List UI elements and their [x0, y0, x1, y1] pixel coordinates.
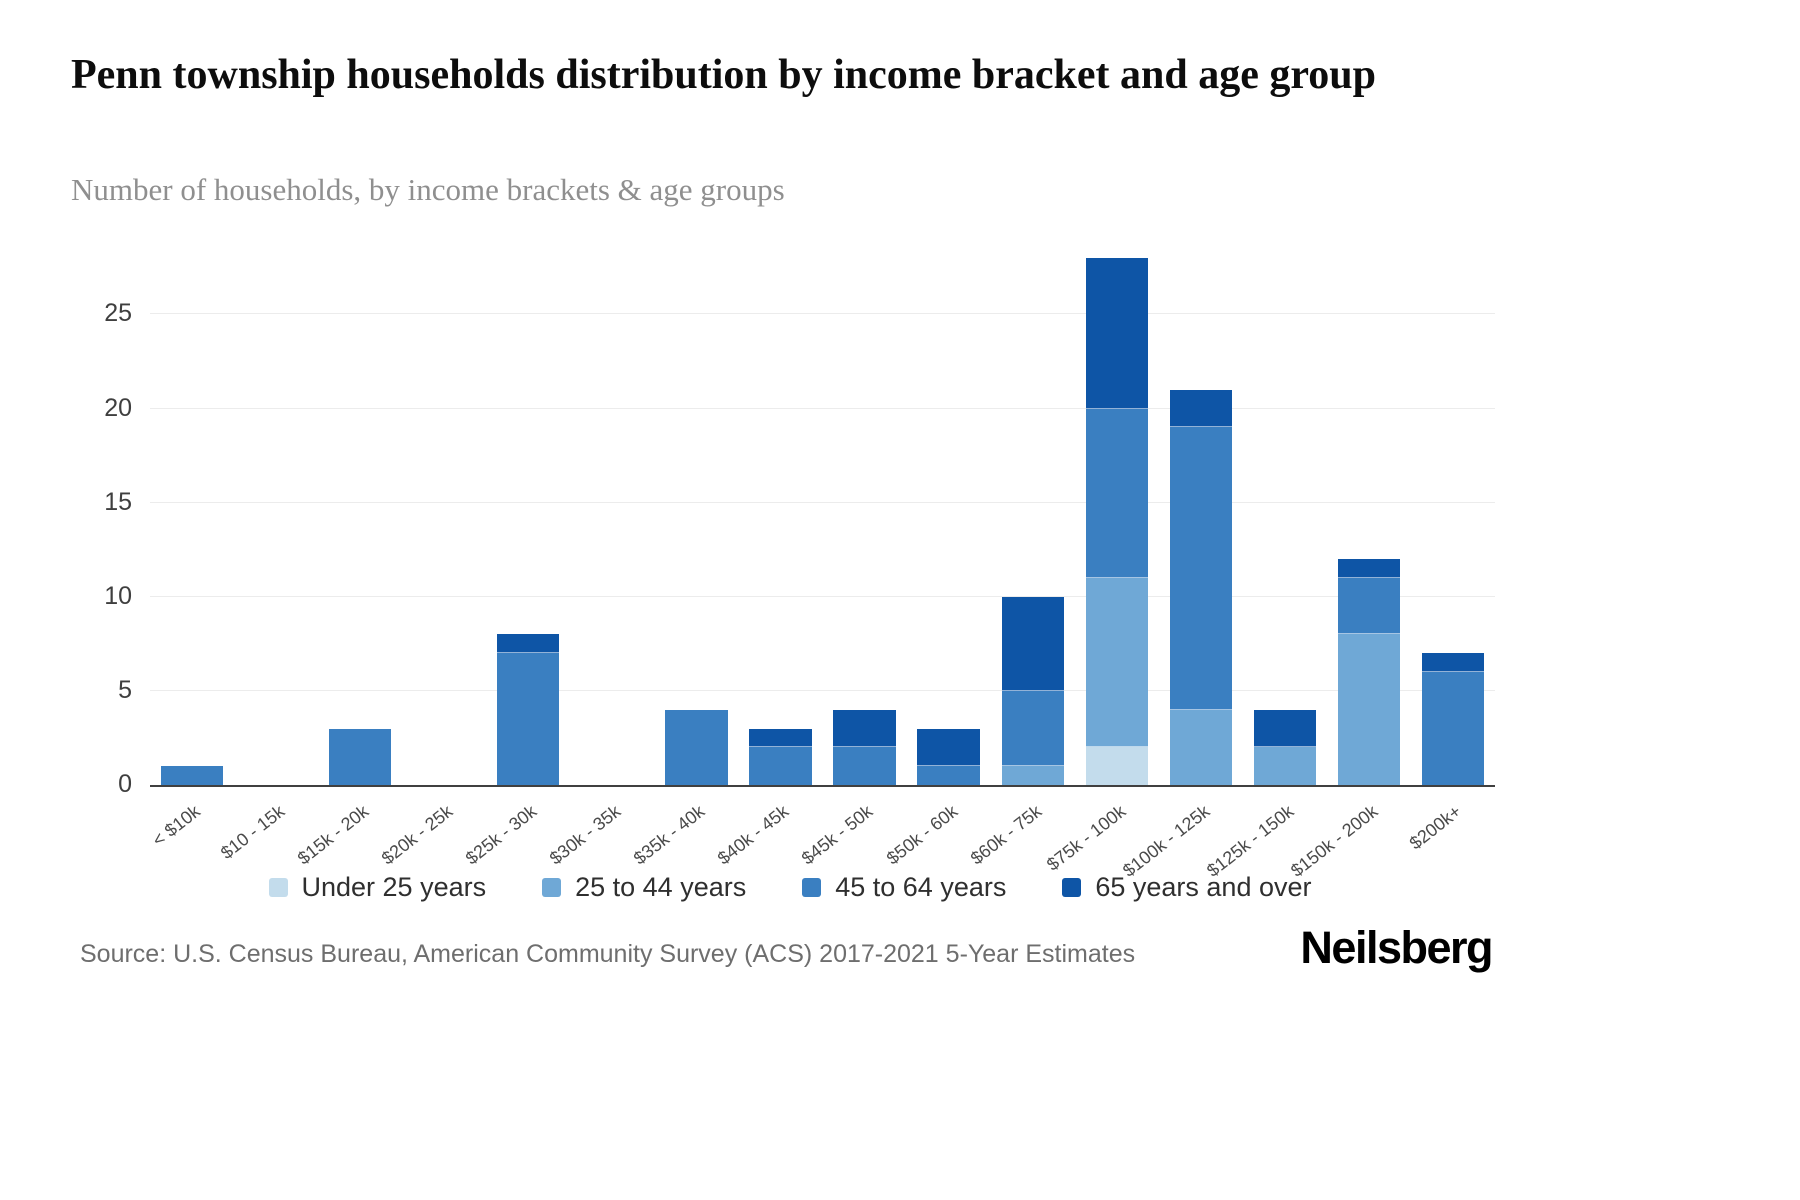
chart-title: Penn township households distribution by…	[71, 52, 1376, 98]
bar-segment[interactable]	[1421, 653, 1485, 673]
bar-segment[interactable]	[1169, 709, 1232, 785]
bar-slot	[486, 258, 570, 785]
bar-slot	[1327, 258, 1411, 785]
gridline	[150, 689, 1495, 691]
bar-slot	[150, 258, 234, 785]
bar-segment[interactable]	[917, 728, 980, 767]
stacked-bar	[665, 709, 728, 785]
x-cell: < $10k	[149, 785, 234, 880]
x-axis-labels: < $10k $10 - 15k $15k - 20k $20k - 25k $25k …	[149, 785, 1495, 881]
bar-segment[interactable]	[1085, 577, 1148, 748]
bar-segment[interactable]	[833, 747, 896, 785]
y-tick-label: 10	[104, 581, 132, 610]
plot-area: < $10k $10 - 15k $15k - 20k $20k - 25k $25k …	[104, 258, 1495, 881]
bar-slot	[1411, 258, 1495, 785]
brand-logo: Neilsberg	[1300, 922, 1493, 973]
bar-segment[interactable]	[749, 728, 812, 748]
bars-container	[150, 258, 1495, 785]
y-tick-label: 0	[118, 770, 132, 798]
bar-segment[interactable]	[160, 766, 224, 785]
x-axis-label: < $10k	[149, 801, 205, 851]
stacked-bar	[1169, 389, 1232, 785]
legend-label: 65 years and over	[1095, 872, 1312, 902]
gridline	[150, 595, 1495, 597]
bar-slot	[402, 258, 486, 785]
bar-segment[interactable]	[497, 653, 560, 785]
legend-label: 45 to 64 years	[835, 872, 1007, 902]
stacked-bar	[1085, 258, 1148, 785]
bar-segment[interactable]	[665, 709, 728, 785]
bar-slot	[907, 258, 991, 785]
bar-segment[interactable]	[1337, 577, 1400, 635]
legend-item[interactable]: Under 25 years	[268, 872, 487, 903]
y-tick-label: 25	[104, 299, 132, 328]
stacked-bar	[917, 728, 980, 785]
bar-slot	[1243, 258, 1327, 785]
x-cell: $150k - 200k	[1287, 785, 1411, 881]
stacked-bar	[1337, 559, 1400, 785]
stacked-bar	[833, 709, 896, 785]
bar-segment[interactable]	[917, 766, 980, 785]
stacked-bar	[749, 728, 812, 785]
source-text: Source: U.S. Census Bureau, American Com…	[80, 940, 1136, 968]
bar-slot	[1159, 258, 1243, 785]
bar-segment[interactable]	[749, 747, 812, 785]
bar-segment[interactable]	[497, 634, 560, 654]
legend-item[interactable]: 45 to 64 years	[802, 872, 1006, 903]
stacked-bar	[497, 634, 560, 785]
legend-item[interactable]: 25 to 44 years	[542, 872, 746, 903]
legend-swatch	[268, 878, 288, 897]
bar-slot	[991, 258, 1075, 785]
legend-label: Under 25 years	[301, 872, 487, 902]
bar-segment[interactable]	[1001, 766, 1064, 785]
bar-segment[interactable]	[1085, 258, 1148, 409]
bar-segment[interactable]	[1085, 747, 1148, 785]
bar-segment[interactable]	[1169, 389, 1232, 428]
bar-segment[interactable]	[1337, 559, 1400, 578]
legend-label: 25 to 44 years	[575, 872, 747, 902]
legend: Under 25 years 25 to 44 years 45 to 64 yea…	[80, 872, 1500, 903]
gridline	[150, 313, 1495, 315]
bar-segment[interactable]	[1169, 427, 1232, 710]
chart-subtitle: Number of households, by income brackets…	[71, 172, 785, 207]
y-tick-label: 5	[118, 675, 132, 704]
bar-segment[interactable]	[329, 728, 392, 785]
bar-slot	[823, 258, 907, 785]
bar-slot	[738, 258, 822, 785]
stacked-bar	[1421, 653, 1485, 785]
stacked-bar-chart: < $10k $10 - 15k $15k - 20k $20k - 25k $25k …	[104, 258, 1495, 881]
stacked-bar	[160, 766, 224, 785]
bar-slot	[234, 258, 318, 785]
legend-swatch	[802, 878, 822, 897]
gridline	[150, 407, 1495, 409]
y-tick-label: 15	[104, 487, 132, 516]
bar-segment[interactable]	[1001, 596, 1064, 691]
bar-segment[interactable]	[1337, 634, 1400, 785]
bar-slot	[1075, 258, 1159, 785]
bar-slot	[570, 258, 654, 785]
bar-segment[interactable]	[1421, 672, 1485, 785]
bar-slot	[654, 258, 738, 785]
stacked-bar	[1253, 709, 1316, 785]
stacked-bar	[1001, 596, 1064, 785]
legend-item[interactable]: 65 years and over	[1062, 872, 1312, 903]
y-tick-label: 20	[104, 393, 132, 422]
legend-swatch	[542, 878, 562, 897]
bar-slot	[318, 258, 402, 785]
bar-segment[interactable]	[833, 709, 896, 748]
x-axis-label: $200k+	[1406, 801, 1466, 854]
bar-segment[interactable]	[1253, 709, 1316, 748]
bar-segment[interactable]	[1085, 408, 1148, 578]
bar-segment[interactable]	[1253, 747, 1316, 785]
x-cell: $200k+	[1406, 785, 1495, 880]
legend-swatch	[1062, 878, 1082, 897]
stacked-bar	[329, 728, 392, 785]
gridline	[150, 501, 1495, 503]
bar-segment[interactable]	[1001, 690, 1064, 767]
